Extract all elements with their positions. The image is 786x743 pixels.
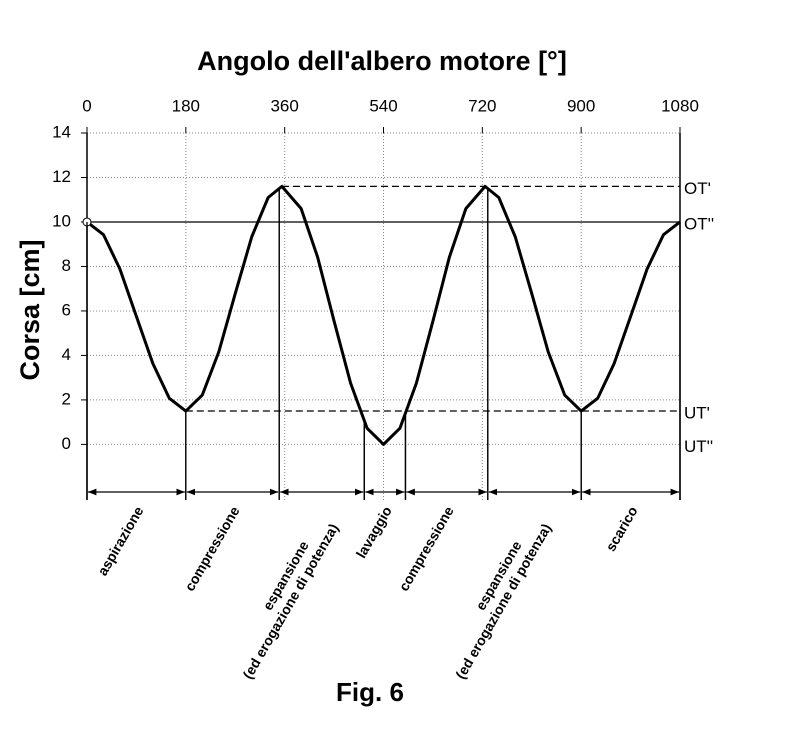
y-tick-label: 2 <box>62 389 71 408</box>
x-tick-label: 360 <box>270 96 298 115</box>
phase-label-line: aspirazione <box>94 503 146 578</box>
x-tick-label: 180 <box>172 96 200 115</box>
phase-label: espansione(ed erogazione di potenza) <box>437 512 554 681</box>
y-tick-label: 8 <box>62 256 71 275</box>
y-axis-label: Corsa [cm] <box>15 239 45 380</box>
y-tick-label: 6 <box>62 300 71 319</box>
reference-label: OT'' <box>684 214 714 233</box>
y-tick-label: 14 <box>52 122 71 141</box>
phase-label-line: lavaggio <box>352 503 394 560</box>
y-tick-label: 4 <box>62 345 71 364</box>
y-tick-label: 10 <box>52 211 71 230</box>
x-tick-label: 720 <box>468 96 496 115</box>
plot-area: 0 2 4 6 8 10 12 14 0 180 360 540 720 900 1080 OT' OT'' UT… <box>52 96 714 681</box>
phase-label-line: compressione <box>181 503 242 593</box>
reference-label: UT' <box>684 404 710 423</box>
phase-label: espansione(ed erogazione di potenza) <box>224 512 341 681</box>
y-tick-label: 12 <box>52 167 71 186</box>
phase-label-line: scarico <box>602 503 640 553</box>
phase-label: lavaggio <box>352 503 394 560</box>
phase-label: compressione <box>181 503 242 593</box>
phase-label-line: compressione <box>395 503 456 593</box>
phase-label: scarico <box>602 503 640 553</box>
y-tick-label: 0 <box>62 434 71 453</box>
series-line <box>86 184 681 446</box>
caption: Fig. 6 <box>336 677 404 707</box>
reference-label: UT'' <box>684 437 713 456</box>
reference-label: OT' <box>684 179 711 198</box>
x-tick-label: 1080 <box>661 96 699 115</box>
x-tick-label: 540 <box>369 96 397 115</box>
phase-label: compressione <box>395 503 456 593</box>
phase-label-line: (ed erogazione di potenza) <box>452 521 554 682</box>
x-tick-label: 0 <box>82 96 91 115</box>
phase-label: aspirazione <box>94 503 146 578</box>
x-tick-label: 900 <box>567 96 595 115</box>
phase-label-line: (ed erogazione di potenza) <box>239 521 341 682</box>
chart-title: Angolo dell'albero motore [°] <box>197 46 567 76</box>
